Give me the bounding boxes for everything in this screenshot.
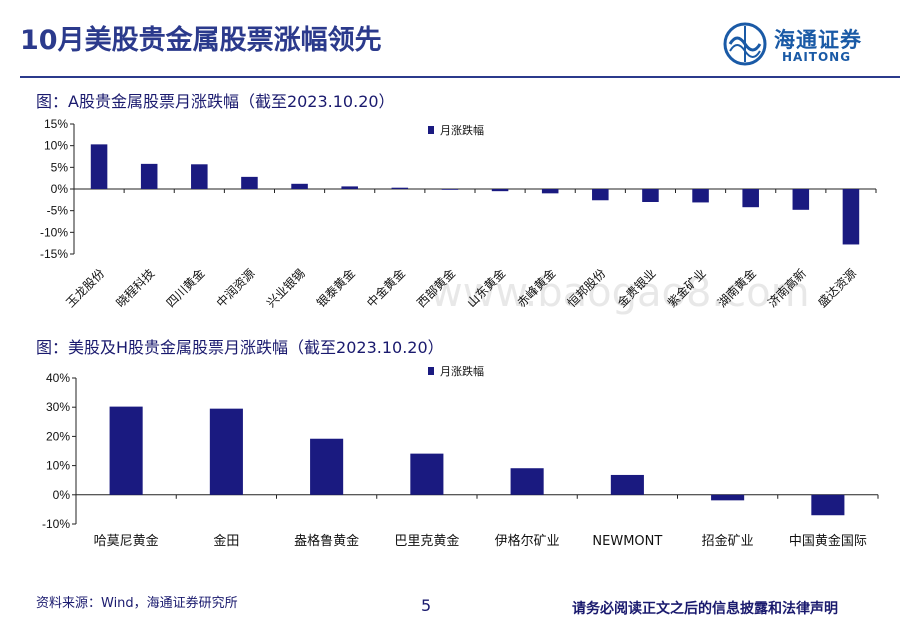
- bar: [109, 406, 143, 495]
- bar: [341, 186, 358, 189]
- bar: [642, 189, 659, 202]
- bar: [491, 189, 509, 192]
- bar: [291, 183, 308, 189]
- legend-label: 月涨跌幅: [440, 364, 484, 378]
- y-tick-label: 5%: [51, 160, 69, 174]
- bar: [391, 187, 409, 189]
- logo-english-name: HAITONG: [782, 50, 852, 64]
- x-category-label: 哈莫尼黄金: [94, 533, 159, 549]
- bar: [792, 189, 810, 210]
- bar: [510, 468, 544, 495]
- x-category-label: 盎格鲁黄金: [294, 533, 359, 549]
- bar: [209, 408, 243, 495]
- x-category-label: 巴里克黄金: [394, 533, 459, 549]
- disclaimer: 请务必阅读正文之后的信息披露和法律声明: [572, 601, 838, 617]
- bar: [541, 189, 559, 194]
- bar: [410, 453, 444, 495]
- x-category-label: 金田: [213, 533, 239, 549]
- x-category-label: 中国黄金国际: [789, 533, 867, 549]
- bar: [592, 189, 609, 201]
- bar: [441, 189, 459, 190]
- legend-swatch: [428, 367, 434, 375]
- bar: [842, 189, 860, 245]
- bar: [711, 494, 745, 501]
- y-tick-label: 15%: [44, 117, 68, 131]
- page-number: 5: [421, 596, 432, 615]
- chart2-caption: 图：美股及H股贵金属股票月涨跌幅（截至2023.10.20）: [36, 338, 444, 357]
- x-category-label: 伊格尔矿业: [495, 533, 560, 549]
- x-category-label: 招金矿业: [702, 533, 754, 549]
- chart1-caption: 图：A股贵金属股票月涨跌幅（截至2023.10.20）: [36, 92, 395, 111]
- y-tick-label: 10%: [44, 139, 68, 153]
- x-category-label: NEWMONT: [592, 534, 662, 549]
- logo-chinese-name: 海通证券: [774, 27, 862, 52]
- y-tick-label: 20%: [46, 429, 70, 443]
- y-tick-label: 30%: [46, 400, 70, 414]
- legend-label: 月涨跌幅: [440, 123, 484, 137]
- bar: [692, 189, 709, 203]
- header-divider: [20, 76, 900, 78]
- bar: [140, 163, 158, 189]
- bar: [241, 176, 258, 189]
- bar: [191, 164, 208, 189]
- bar: [610, 474, 644, 495]
- haitong-emblem-icon: [723, 22, 767, 66]
- y-tick-label: 40%: [46, 371, 70, 385]
- bar: [742, 189, 759, 208]
- bar: [811, 494, 845, 516]
- y-tick-label: 0%: [51, 182, 69, 196]
- haitong-logo: 海通证券 HAITONG: [722, 22, 882, 66]
- y-tick-label: -15%: [40, 247, 68, 261]
- watermark: www.baogao8.com: [430, 270, 810, 316]
- legend-swatch: [428, 126, 434, 134]
- page-title: 10月美股贵金属股票涨幅领先: [20, 25, 382, 56]
- y-tick-label: -10%: [42, 517, 70, 531]
- bar: [310, 438, 344, 495]
- y-tick-label: -10%: [40, 225, 68, 239]
- source-note: 资料来源：Wind，海通证券研究所: [36, 596, 238, 611]
- y-tick-label: 0%: [53, 488, 71, 502]
- y-tick-label: -5%: [47, 204, 69, 218]
- y-tick-label: 10%: [46, 459, 70, 473]
- bar: [90, 144, 108, 189]
